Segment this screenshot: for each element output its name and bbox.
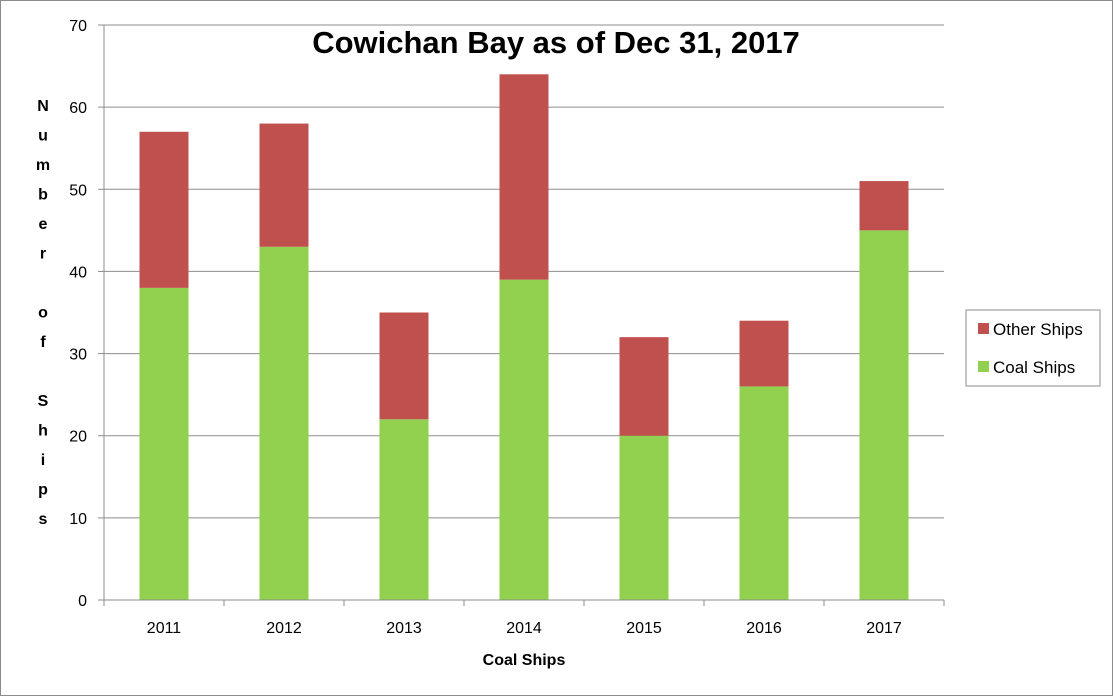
bar-coal-ships-2015 bbox=[619, 435, 669, 600]
bar-other-ships-2017 bbox=[859, 181, 909, 231]
y-axis-title-letter: e bbox=[39, 216, 48, 233]
y-axis-title-letter: p bbox=[38, 482, 48, 499]
bar-coal-ships-2011 bbox=[139, 287, 189, 600]
y-tick-label: 0 bbox=[78, 593, 87, 610]
legend-label-coal-ships: Coal Ships bbox=[993, 358, 1075, 377]
bar-coal-ships-2017 bbox=[859, 230, 909, 600]
y-axis-title-letter: u bbox=[38, 128, 48, 145]
bar-coal-ships-2014 bbox=[499, 279, 549, 600]
y-tick-label: 70 bbox=[69, 18, 87, 35]
y-tick-label: 10 bbox=[69, 511, 87, 528]
y-axis-title-letter: N bbox=[37, 98, 49, 115]
bar-other-ships-2016 bbox=[739, 320, 789, 387]
bar-other-ships-2012 bbox=[259, 123, 309, 247]
bar-coal-ships-2013 bbox=[379, 419, 429, 600]
y-axis-title-letter: s bbox=[39, 511, 48, 528]
bar-other-ships-2014 bbox=[499, 74, 549, 280]
bar-other-ships-2013 bbox=[379, 312, 429, 420]
y-axis-title-letter: m bbox=[36, 157, 50, 174]
y-axis-title-letter: r bbox=[40, 246, 46, 263]
y-tick-label: 60 bbox=[69, 100, 87, 117]
legend-swatch-coal-ships bbox=[978, 361, 989, 372]
chart-title: Cowichan Bay as of Dec 31, 2017 bbox=[312, 25, 800, 60]
y-tick-label: 20 bbox=[69, 429, 87, 446]
x-axis-title: Coal Ships bbox=[483, 652, 566, 669]
legend-box bbox=[965, 309, 1101, 387]
x-tick-label: 2016 bbox=[746, 620, 782, 637]
axes: 0 10 20 30 40 50 60 70 2011 2012 2013 2014 2015 2016 2… bbox=[69, 18, 945, 637]
y-axis-title-letter: o bbox=[38, 305, 48, 322]
bar-other-ships-2015 bbox=[619, 337, 669, 436]
y-axis-title-letter: b bbox=[38, 187, 48, 204]
y-axis-title-letter: f bbox=[40, 334, 46, 351]
x-tick-label: 2015 bbox=[626, 620, 662, 637]
bar-coal-ships-2016 bbox=[739, 386, 789, 600]
legend-label-other-ships: Other Ships bbox=[993, 320, 1083, 339]
x-tick-label: 2014 bbox=[506, 620, 542, 637]
bar-other-ships-2011 bbox=[139, 131, 189, 288]
x-tick-label: 2017 bbox=[866, 620, 902, 637]
legend: Other Ships Coal Ships bbox=[965, 309, 1101, 387]
y-tick-label: 40 bbox=[69, 264, 87, 281]
x-tick-label: 2013 bbox=[386, 620, 422, 637]
y-tick-label: 30 bbox=[69, 347, 87, 364]
legend-swatch-other-ships bbox=[978, 323, 989, 334]
y-axis-title-letter: S bbox=[38, 393, 49, 410]
y-axis-title-letter: h bbox=[38, 423, 48, 440]
x-tick-label: 2011 bbox=[147, 620, 182, 637]
bars bbox=[139, 74, 909, 601]
y-tick-label: 50 bbox=[69, 182, 87, 199]
y-axis-title-letter: i bbox=[41, 452, 45, 469]
x-tick-label: 2012 bbox=[266, 620, 302, 637]
bar-coal-ships-2012 bbox=[259, 246, 309, 601]
